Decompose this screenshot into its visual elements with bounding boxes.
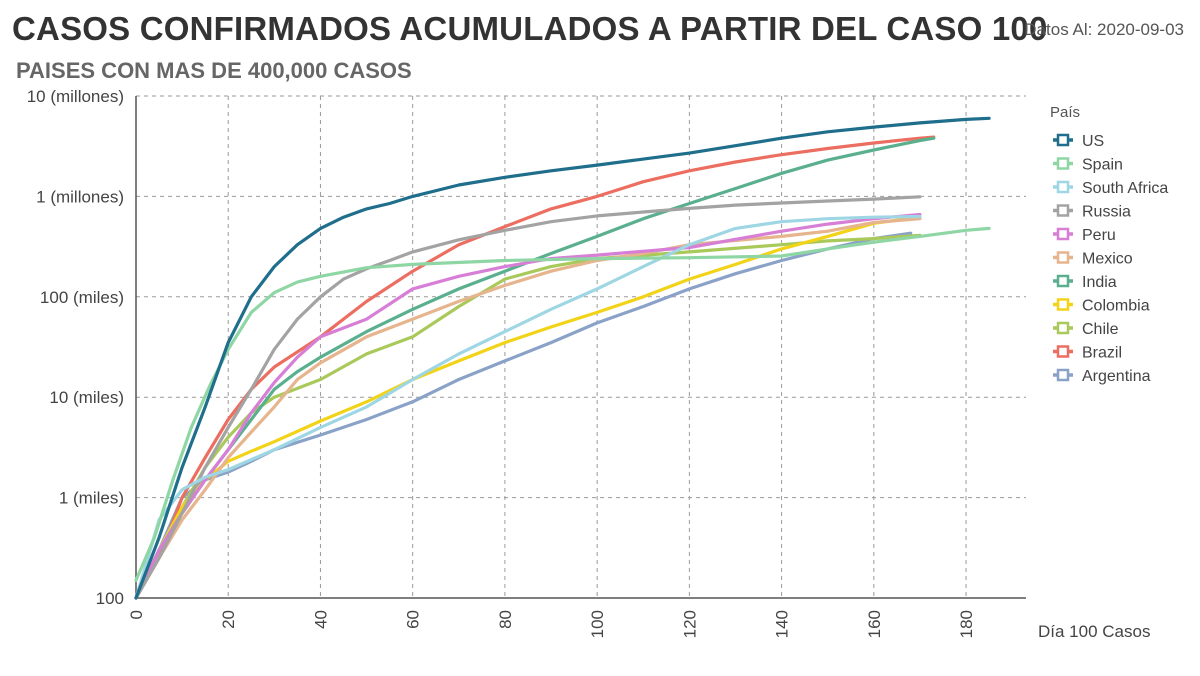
- legend-item-india[interactable]: India: [1053, 274, 1117, 291]
- x-tick-label: 120: [680, 610, 699, 638]
- legend-item-brazil[interactable]: Brazil: [1053, 345, 1122, 362]
- x-tick-label: 180: [957, 610, 976, 638]
- series-line-argentina: [134, 231, 913, 600]
- legend-item-us[interactable]: US: [1053, 133, 1104, 150]
- data-date-label: Datos Al: 2020-09-03: [1024, 20, 1184, 39]
- x-tick-label: 0: [127, 610, 146, 619]
- legend-marker-icon: [1056, 133, 1070, 147]
- y-tick-label: 100: [96, 589, 124, 608]
- legend-item-peru[interactable]: Peru: [1053, 227, 1116, 244]
- legend-item-mexico[interactable]: Mexico: [1053, 251, 1133, 268]
- legend-item-russia[interactable]: Russia: [1053, 204, 1131, 221]
- legend-label: South Africa: [1082, 180, 1168, 197]
- y-tick-label: 10 (miles): [49, 388, 124, 407]
- legend-item-colombia[interactable]: Colombia: [1053, 298, 1150, 315]
- x-axis-label: Día 100 Casos: [1038, 622, 1150, 641]
- legend-label: Russia: [1082, 204, 1131, 221]
- legend-marker-icon: [1056, 180, 1070, 194]
- series-line-us: [134, 116, 991, 600]
- legend-label: Argentina: [1082, 368, 1151, 385]
- chart-title: CASOS CONFIRMADOS ACUMULADOS A PARTIR DE…: [12, 10, 1048, 47]
- y-axis-ticks: 100 1 (miles) 10 (miles) 100 (miles) 1 (mill…: [27, 87, 124, 608]
- x-tick-label: 100: [588, 610, 607, 638]
- legend-item-argentina[interactable]: Argentina: [1053, 368, 1151, 385]
- x-axis-ticks: 0 20 40 60 80 100 120 140 160 180: [127, 610, 976, 638]
- legend-marker-icon: [1056, 368, 1070, 382]
- series-line-india: [134, 136, 936, 600]
- legend-title: País: [1050, 104, 1080, 121]
- y-tick-label: 1 (miles): [59, 489, 124, 508]
- series-line-spain: [134, 226, 991, 582]
- legend-label: Colombia: [1082, 298, 1150, 315]
- legend-label: Brazil: [1082, 345, 1122, 362]
- legend-marker-icon: [1056, 157, 1070, 170]
- legend-label: Peru: [1082, 227, 1116, 244]
- series-lines: [134, 116, 991, 600]
- legend[interactable]: País US Spain South Africa Russia Peru Mexico…: [1050, 104, 1168, 385]
- legend-marker-icon: [1056, 274, 1070, 288]
- legend-label: US: [1082, 133, 1104, 150]
- legend-marker-icon: [1056, 227, 1070, 241]
- x-tick-label: 140: [773, 610, 792, 638]
- legend-marker-icon: [1056, 251, 1070, 264]
- y-tick-label: 10 (millones): [27, 87, 124, 106]
- x-tick-label: 60: [404, 610, 423, 629]
- chart-subtitle: PAISES CON MAS DE 400,000 CASOS: [16, 58, 412, 83]
- grid-lines: [135, 95, 1026, 599]
- series-line-brazil: [134, 135, 936, 600]
- legend-label: Chile: [1082, 321, 1119, 338]
- x-tick-label: 160: [865, 610, 884, 638]
- x-tick-label: 40: [311, 610, 330, 629]
- series-line-russia: [134, 195, 922, 600]
- legend-marker-icon: [1056, 321, 1070, 335]
- series-line-south-africa: [134, 214, 922, 600]
- x-tick-label: 20: [219, 610, 238, 629]
- legend-item-south-africa[interactable]: South Africa: [1053, 180, 1168, 197]
- legend-item-chile[interactable]: Chile: [1053, 321, 1119, 338]
- legend-item-spain[interactable]: Spain: [1053, 157, 1123, 174]
- x-tick-label: 80: [496, 610, 515, 629]
- legend-label: India: [1082, 274, 1117, 291]
- legend-label: Mexico: [1082, 251, 1133, 268]
- legend-label: Spain: [1082, 157, 1123, 174]
- legend-marker-icon: [1056, 204, 1070, 217]
- y-tick-label: 100 (miles): [40, 288, 124, 307]
- legend-marker-icon: [1056, 298, 1070, 311]
- legend-marker-icon: [1056, 345, 1070, 358]
- y-tick-label: 1 (millones): [36, 187, 124, 206]
- series-line-mexico: [134, 217, 922, 600]
